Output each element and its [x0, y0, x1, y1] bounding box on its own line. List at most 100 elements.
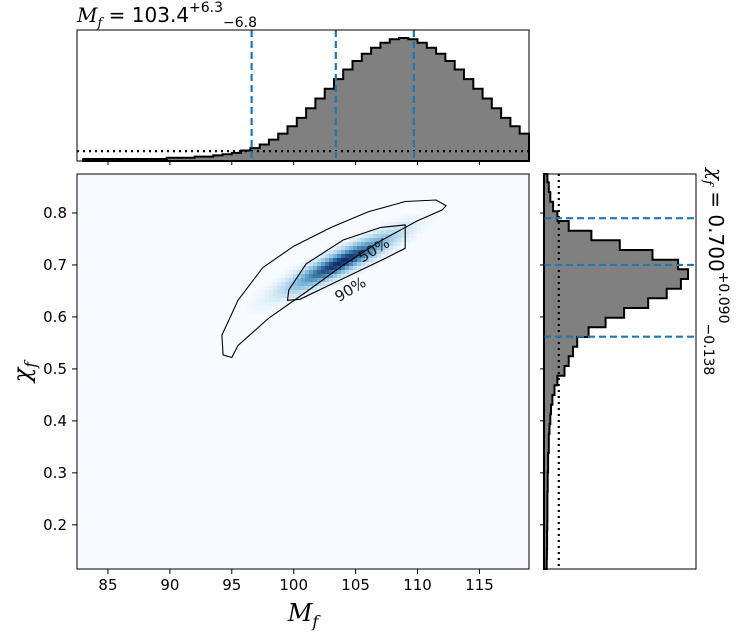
- density-cell: [313, 258, 318, 263]
- density-cell: [249, 306, 254, 311]
- density-cell: [349, 274, 354, 279]
- density-cell: [341, 242, 346, 247]
- density-cell: [381, 238, 386, 243]
- density-cell: [325, 258, 330, 263]
- density-cell: [321, 290, 326, 295]
- y-axis-label-symbol: χ: [8, 366, 36, 384]
- density-cell: [381, 222, 386, 227]
- density-cell: [341, 270, 346, 275]
- density-cell: [309, 274, 314, 279]
- density-cell: [425, 218, 430, 223]
- density-cell: [341, 250, 346, 255]
- density-cell: [389, 234, 394, 239]
- density-cell: [297, 262, 302, 267]
- density-cell: [317, 254, 322, 259]
- density-cell: [417, 234, 422, 239]
- density-cell: [269, 298, 274, 303]
- density-cell: [249, 310, 254, 315]
- density-cell: [417, 214, 422, 219]
- density-cell: [321, 270, 326, 275]
- density-cell: [249, 302, 254, 307]
- density-cell: [281, 278, 286, 283]
- density-cell: [365, 258, 370, 263]
- density-cell: [245, 302, 250, 307]
- density-cell: [341, 266, 346, 271]
- density-cell: [345, 270, 350, 275]
- density-cell: [297, 274, 302, 279]
- density-cell: [261, 310, 266, 315]
- density-cell: [365, 234, 370, 239]
- density-cell: [329, 254, 334, 259]
- density-cell: [321, 266, 326, 271]
- density-cell: [265, 306, 270, 311]
- density-cell: [289, 266, 294, 271]
- density-cell: [389, 222, 394, 227]
- density-cell: [417, 230, 422, 235]
- x-tick-label: 90: [160, 576, 179, 594]
- density-cell: [269, 286, 274, 291]
- density-cell: [313, 286, 318, 291]
- density-cell: [273, 286, 278, 291]
- density-cell: [317, 266, 322, 271]
- density-cell: [277, 274, 282, 279]
- density-cell: [277, 282, 282, 287]
- density-cell: [409, 226, 414, 231]
- density-cell: [337, 262, 342, 267]
- density-map: [245, 210, 438, 315]
- density-cell: [301, 286, 306, 291]
- joint-background: [77, 174, 529, 569]
- density-cell: [321, 282, 326, 287]
- density-cell: [253, 294, 258, 299]
- density-cell: [381, 246, 386, 251]
- density-cell: [405, 234, 410, 239]
- density-cell: [341, 258, 346, 263]
- density-cell: [301, 282, 306, 287]
- density-cell: [421, 218, 426, 223]
- density-cell: [269, 294, 274, 299]
- density-cell: [397, 242, 402, 247]
- density-cell: [317, 290, 322, 295]
- density-cell: [393, 242, 398, 247]
- density-cell: [305, 290, 310, 295]
- density-cell: [265, 294, 270, 299]
- density-cell: [345, 254, 350, 259]
- density-cell: [349, 242, 354, 247]
- mf-histogram: [82, 37, 530, 162]
- density-cell: [345, 238, 350, 243]
- density-cell: [277, 278, 282, 283]
- density-cell: [365, 266, 370, 271]
- density-cell: [421, 222, 426, 227]
- density-cell: [257, 310, 262, 315]
- density-cell: [377, 238, 382, 243]
- density-cell: [373, 238, 378, 243]
- density-cell: [377, 234, 382, 239]
- density-cell: [337, 258, 342, 263]
- density-cell: [369, 246, 374, 251]
- density-cell: [393, 246, 398, 251]
- density-cell: [285, 270, 290, 275]
- density-cell: [297, 270, 302, 275]
- density-cell: [369, 238, 374, 243]
- chi-title-symbol: χ: [704, 166, 728, 182]
- density-cell: [345, 242, 350, 247]
- density-cell: [281, 286, 286, 291]
- contour-90pct: [221, 199, 447, 359]
- density-cell: [401, 242, 406, 247]
- density-cell: [421, 226, 426, 231]
- density-cell: [297, 290, 302, 295]
- density-cell: [385, 254, 390, 259]
- density-cell: [281, 302, 286, 307]
- density-cell: [329, 258, 334, 263]
- density-cell: [361, 242, 366, 247]
- density-cell: [321, 258, 326, 263]
- density-cell: [285, 294, 290, 299]
- density-cell: [401, 222, 406, 227]
- x-tick-label: 100: [279, 576, 308, 594]
- density-cell: [297, 298, 302, 303]
- density-cell: [313, 262, 318, 267]
- density-cell: [273, 278, 278, 283]
- density-cell: [309, 262, 314, 267]
- density-cell: [357, 262, 362, 267]
- density-cell: [401, 218, 406, 223]
